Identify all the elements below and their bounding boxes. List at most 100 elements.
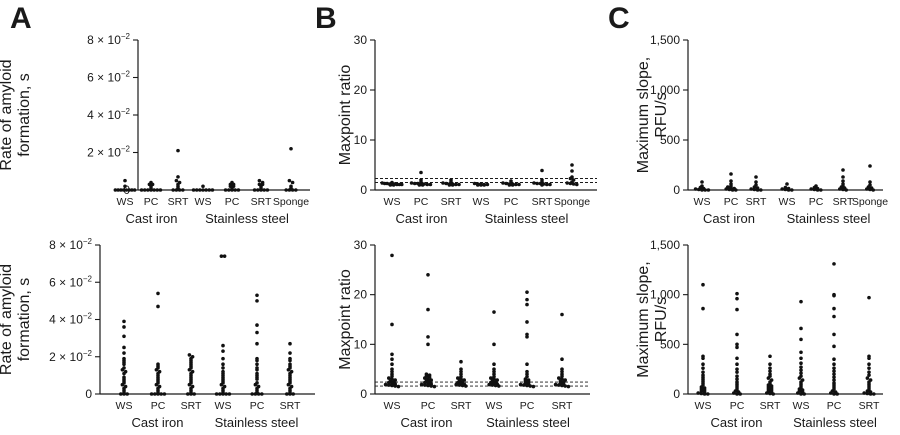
data-point — [560, 367, 564, 371]
x-tick-label: PC — [421, 400, 436, 412]
data-point — [754, 180, 758, 184]
data-point — [456, 376, 460, 380]
y-tick-label: 0 — [673, 387, 680, 401]
data-point — [734, 188, 738, 192]
x-tick-label: SRT — [181, 400, 202, 412]
group-label: Cast iron — [131, 415, 183, 430]
data-point — [457, 383, 462, 387]
data-point — [732, 391, 736, 395]
y-tick-label: 0 — [85, 387, 92, 401]
series-srt — [441, 178, 461, 187]
y-tick-label: 2 × 10−2 — [87, 145, 130, 160]
data-point — [187, 367, 192, 372]
data-point — [565, 181, 569, 185]
series-pc — [139, 180, 163, 192]
series-srt — [285, 341, 296, 396]
data-point — [426, 307, 430, 312]
data-point — [146, 188, 150, 192]
data-point — [122, 345, 126, 350]
data-point — [290, 180, 295, 185]
data-point — [142, 188, 147, 192]
data-point — [201, 184, 205, 189]
data-point — [122, 334, 126, 339]
series-srt — [553, 312, 571, 389]
x-tick-label: SRT — [746, 196, 767, 208]
data-point — [417, 183, 422, 187]
x-tick-label: PC — [504, 196, 519, 208]
data-point — [472, 181, 477, 186]
data-point — [426, 381, 430, 385]
data-point — [288, 351, 292, 355]
data-point — [735, 356, 739, 361]
data-point — [423, 376, 427, 380]
data-point — [566, 384, 571, 389]
data-point — [868, 164, 872, 168]
series-ws — [693, 180, 711, 192]
data-point — [568, 176, 573, 181]
x-tick-label: PC — [730, 400, 745, 412]
data-point — [797, 376, 802, 380]
data-point — [290, 188, 295, 192]
data-point — [865, 391, 870, 396]
data-point — [525, 320, 529, 324]
data-point — [700, 180, 704, 184]
data-point — [867, 295, 871, 300]
data-point — [177, 188, 182, 192]
y-tick-label: 10 — [354, 337, 368, 351]
data-point — [832, 372, 836, 376]
data-point — [391, 183, 396, 187]
data-point — [289, 146, 293, 151]
data-point — [124, 188, 129, 192]
data-point — [799, 371, 803, 375]
data-point — [790, 188, 794, 192]
data-point — [219, 254, 224, 258]
x-tick-label: SRT — [833, 196, 854, 208]
data-point — [768, 369, 772, 373]
y-tick-label: 6 × 10−2 — [49, 274, 92, 289]
data-point — [752, 187, 757, 192]
series-pc — [250, 293, 264, 396]
chart-c-top: 0 500 1,000 1,500 Maximum slope, RFU/s WS PC SRT… — [635, 33, 888, 226]
data-point — [227, 392, 232, 396]
data-point — [754, 175, 758, 179]
y-tick-label: 10 — [354, 133, 368, 147]
data-point — [525, 383, 529, 388]
y-tick-base: 8 × 10 — [49, 238, 83, 252]
y-axis-label: Maximum slope, — [635, 261, 652, 377]
x-tick-label: WS — [793, 400, 810, 412]
series-pc — [732, 291, 742, 396]
data-point — [841, 187, 845, 192]
group-label: Cast iron — [395, 211, 447, 226]
data-point — [123, 178, 127, 183]
y-tick-exponent: −2 — [121, 107, 131, 116]
x-tick-label: WS — [117, 196, 134, 208]
data-point — [560, 374, 564, 378]
data-point — [865, 389, 870, 393]
data-point — [191, 188, 196, 192]
panel-letter-b: B — [315, 2, 337, 35]
data-point — [132, 188, 137, 192]
y-tick-exponent: −2 — [121, 145, 131, 154]
data-point — [383, 382, 388, 387]
data-point — [176, 175, 180, 179]
data-point — [286, 382, 291, 387]
data-point — [703, 188, 707, 192]
data-point — [204, 188, 208, 192]
data-point — [563, 384, 567, 388]
y-tick-base: 2 × 10 — [87, 146, 121, 160]
data-point — [531, 384, 536, 389]
data-point — [158, 188, 163, 192]
data-point — [285, 392, 289, 396]
data-point — [832, 293, 836, 298]
series-pc — [518, 290, 536, 389]
data-point — [181, 188, 185, 192]
data-point — [393, 384, 398, 388]
data-point — [221, 362, 225, 367]
data-point — [525, 335, 529, 339]
data-point — [218, 392, 222, 396]
data-point — [799, 365, 803, 369]
data-point — [501, 181, 505, 185]
data-point — [868, 392, 873, 396]
data-point — [766, 376, 771, 380]
